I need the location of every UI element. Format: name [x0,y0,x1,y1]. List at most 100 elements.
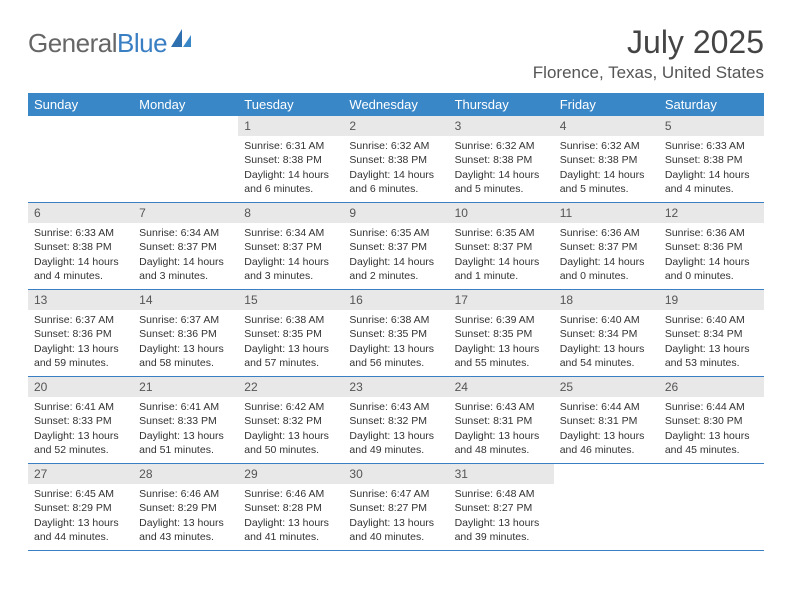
sunset-text: Sunset: 8:37 PM [139,240,232,254]
day-number: 2 [343,116,448,136]
day-number: 24 [449,377,554,397]
sunset-text: Sunset: 8:31 PM [455,414,548,428]
day-number: 15 [238,290,343,310]
day-number: 27 [28,464,133,484]
weekday-tue: Tuesday [238,93,343,116]
sunrise-text: Sunrise: 6:33 AM [34,226,127,240]
day-body: Sunrise: 6:40 AMSunset: 8:34 PMDaylight:… [659,310,764,376]
day-cell: 16Sunrise: 6:38 AMSunset: 8:35 PMDayligh… [343,290,448,376]
day-cell: 19Sunrise: 6:40 AMSunset: 8:34 PMDayligh… [659,290,764,376]
sunset-text: Sunset: 8:37 PM [349,240,442,254]
weekday-fri: Friday [554,93,659,116]
sunrise-text: Sunrise: 6:38 AM [244,313,337,327]
sunrise-text: Sunrise: 6:43 AM [455,400,548,414]
day-cell: 20Sunrise: 6:41 AMSunset: 8:33 PMDayligh… [28,377,133,463]
day-cell: 21Sunrise: 6:41 AMSunset: 8:33 PMDayligh… [133,377,238,463]
sunset-text: Sunset: 8:33 PM [34,414,127,428]
daylight-text: Daylight: 13 hours and 54 minutes. [560,342,653,370]
sunset-text: Sunset: 8:27 PM [455,501,548,515]
day-body: Sunrise: 6:44 AMSunset: 8:30 PMDaylight:… [659,397,764,463]
daylight-text: Daylight: 13 hours and 55 minutes. [455,342,548,370]
logo-sail-icon [169,27,193,54]
sunrise-text: Sunrise: 6:39 AM [455,313,548,327]
weekday-sun: Sunday [28,93,133,116]
daylight-text: Daylight: 13 hours and 48 minutes. [455,429,548,457]
sunset-text: Sunset: 8:35 PM [349,327,442,341]
week-row: 20Sunrise: 6:41 AMSunset: 8:33 PMDayligh… [28,377,764,464]
day-number: 3 [449,116,554,136]
day-cell: 30Sunrise: 6:47 AMSunset: 8:27 PMDayligh… [343,464,448,550]
logo-part1: General [28,28,117,58]
daylight-text: Daylight: 13 hours and 56 minutes. [349,342,442,370]
day-cell: 9Sunrise: 6:35 AMSunset: 8:37 PMDaylight… [343,203,448,289]
day-cell: 17Sunrise: 6:39 AMSunset: 8:35 PMDayligh… [449,290,554,376]
day-cell: 8Sunrise: 6:34 AMSunset: 8:37 PMDaylight… [238,203,343,289]
daylight-text: Daylight: 13 hours and 53 minutes. [665,342,758,370]
daylight-text: Daylight: 14 hours and 4 minutes. [665,168,758,196]
sunset-text: Sunset: 8:38 PM [349,153,442,167]
daylight-text: Daylight: 14 hours and 0 minutes. [665,255,758,283]
daylight-text: Daylight: 13 hours and 49 minutes. [349,429,442,457]
day-cell: 12Sunrise: 6:36 AMSunset: 8:36 PMDayligh… [659,203,764,289]
sunset-text: Sunset: 8:36 PM [139,327,232,341]
day-body: Sunrise: 6:46 AMSunset: 8:28 PMDaylight:… [238,484,343,550]
day-body: Sunrise: 6:43 AMSunset: 8:32 PMDaylight:… [343,397,448,463]
sunrise-text: Sunrise: 6:32 AM [560,139,653,153]
sunrise-text: Sunrise: 6:41 AM [34,400,127,414]
week-row: 13Sunrise: 6:37 AMSunset: 8:36 PMDayligh… [28,290,764,377]
daylight-text: Daylight: 13 hours and 50 minutes. [244,429,337,457]
day-body: Sunrise: 6:42 AMSunset: 8:32 PMDaylight:… [238,397,343,463]
day-body: Sunrise: 6:33 AMSunset: 8:38 PMDaylight:… [659,136,764,202]
sunset-text: Sunset: 8:27 PM [349,501,442,515]
day-body: Sunrise: 6:39 AMSunset: 8:35 PMDaylight:… [449,310,554,376]
daylight-text: Daylight: 14 hours and 4 minutes. [34,255,127,283]
day-cell: 27Sunrise: 6:45 AMSunset: 8:29 PMDayligh… [28,464,133,550]
day-cell: 6Sunrise: 6:33 AMSunset: 8:38 PMDaylight… [28,203,133,289]
day-number: 8 [238,203,343,223]
day-body: Sunrise: 6:32 AMSunset: 8:38 PMDaylight:… [449,136,554,202]
day-body: Sunrise: 6:47 AMSunset: 8:27 PMDaylight:… [343,484,448,550]
day-cell: 26Sunrise: 6:44 AMSunset: 8:30 PMDayligh… [659,377,764,463]
weekday-mon: Monday [133,93,238,116]
sunrise-text: Sunrise: 6:44 AM [665,400,758,414]
logo-text: GeneralBlue [28,28,167,59]
sunrise-text: Sunrise: 6:44 AM [560,400,653,414]
daylight-text: Daylight: 14 hours and 0 minutes. [560,255,653,283]
day-body: Sunrise: 6:45 AMSunset: 8:29 PMDaylight:… [28,484,133,550]
day-body: Sunrise: 6:41 AMSunset: 8:33 PMDaylight:… [133,397,238,463]
sunset-text: Sunset: 8:38 PM [560,153,653,167]
daylight-text: Daylight: 14 hours and 6 minutes. [244,168,337,196]
daylight-text: Daylight: 14 hours and 5 minutes. [455,168,548,196]
day-number: 5 [659,116,764,136]
day-body: Sunrise: 6:38 AMSunset: 8:35 PMDaylight:… [238,310,343,376]
month-title: July 2025 [533,24,764,61]
day-body: Sunrise: 6:41 AMSunset: 8:33 PMDaylight:… [28,397,133,463]
daylight-text: Daylight: 13 hours and 43 minutes. [139,516,232,544]
day-body: Sunrise: 6:35 AMSunset: 8:37 PMDaylight:… [343,223,448,289]
day-number: 26 [659,377,764,397]
sunrise-text: Sunrise: 6:32 AM [349,139,442,153]
daylight-text: Daylight: 13 hours and 45 minutes. [665,429,758,457]
daylight-text: Daylight: 13 hours and 41 minutes. [244,516,337,544]
sunset-text: Sunset: 8:34 PM [665,327,758,341]
daylight-text: Daylight: 14 hours and 5 minutes. [560,168,653,196]
day-number: 31 [449,464,554,484]
day-number: 10 [449,203,554,223]
day-number: 12 [659,203,764,223]
day-cell: 10Sunrise: 6:35 AMSunset: 8:37 PMDayligh… [449,203,554,289]
day-body: Sunrise: 6:46 AMSunset: 8:29 PMDaylight:… [133,484,238,550]
day-body: Sunrise: 6:36 AMSunset: 8:36 PMDaylight:… [659,223,764,289]
day-cell: 23Sunrise: 6:43 AMSunset: 8:32 PMDayligh… [343,377,448,463]
sunrise-text: Sunrise: 6:41 AM [139,400,232,414]
day-body: Sunrise: 6:36 AMSunset: 8:37 PMDaylight:… [554,223,659,289]
sunset-text: Sunset: 8:30 PM [665,414,758,428]
day-body: Sunrise: 6:32 AMSunset: 8:38 PMDaylight:… [554,136,659,202]
sunset-text: Sunset: 8:31 PM [560,414,653,428]
day-cell: 25Sunrise: 6:44 AMSunset: 8:31 PMDayligh… [554,377,659,463]
day-number: 1 [238,116,343,136]
sunset-text: Sunset: 8:32 PM [349,414,442,428]
day-body: Sunrise: 6:32 AMSunset: 8:38 PMDaylight:… [343,136,448,202]
day-cell: 15Sunrise: 6:38 AMSunset: 8:35 PMDayligh… [238,290,343,376]
day-number: 18 [554,290,659,310]
sunrise-text: Sunrise: 6:36 AM [560,226,653,240]
